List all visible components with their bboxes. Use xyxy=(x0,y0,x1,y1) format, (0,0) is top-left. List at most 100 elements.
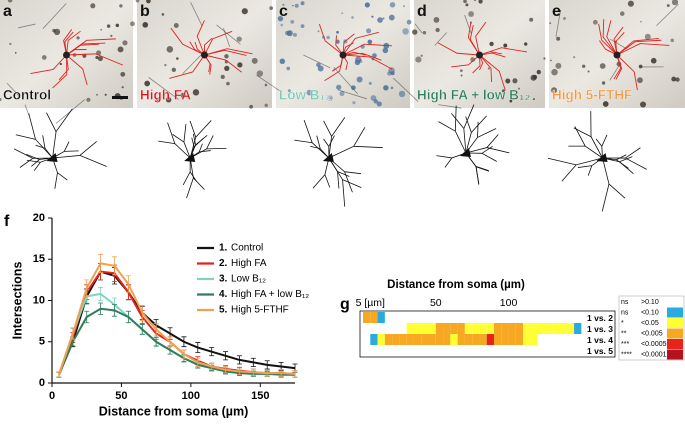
cell-stain xyxy=(555,62,562,69)
series-line xyxy=(58,270,296,376)
tracing xyxy=(616,37,659,56)
legend-p: <0.005 xyxy=(641,330,663,337)
cell-stain xyxy=(465,3,469,7)
cell-stain xyxy=(90,3,96,9)
neuron-tracing xyxy=(15,113,53,159)
cell-stain xyxy=(41,55,47,60)
cell-stain xyxy=(279,58,286,65)
legend-p: >0.10 xyxy=(641,299,659,306)
dendrite xyxy=(656,3,679,27)
neuron-tracing xyxy=(601,157,626,212)
cell-stain xyxy=(100,28,103,31)
neuron-tracing xyxy=(35,135,53,159)
cell-stain xyxy=(97,56,103,62)
cell-stain xyxy=(282,3,285,6)
cell-stain xyxy=(536,69,541,75)
cell-stain xyxy=(52,28,56,33)
heatmap-cell xyxy=(486,334,495,345)
cell-stain xyxy=(237,62,243,68)
heatmap-cell xyxy=(406,334,414,345)
soma xyxy=(476,51,483,59)
tracing xyxy=(479,54,492,83)
legend-label: Control xyxy=(231,243,263,254)
cell-stain xyxy=(435,27,440,33)
legend-p: <0.0005 xyxy=(641,341,667,348)
legend-swatch xyxy=(667,349,683,360)
heatmap-cell xyxy=(479,334,487,345)
legend-mark: ns xyxy=(621,309,629,316)
cell-stain xyxy=(420,54,423,57)
cell-stain xyxy=(650,57,657,64)
dendrite xyxy=(337,89,367,100)
neuron-tracing xyxy=(323,117,346,159)
heatmap-cell xyxy=(384,334,393,345)
neuron-tracing xyxy=(436,152,467,168)
legend-label: High 5-FTHF xyxy=(231,305,289,316)
cell-stain xyxy=(327,95,333,101)
cell-stain xyxy=(524,42,528,46)
heatmap-cell xyxy=(552,323,560,334)
panel-label: Control xyxy=(3,88,51,103)
tracing xyxy=(52,54,68,89)
tracing xyxy=(479,54,506,91)
neuron-tracing xyxy=(189,120,212,159)
legend-index: 2. xyxy=(219,258,228,269)
cell-stain xyxy=(0,97,2,101)
cell-stain xyxy=(106,24,111,28)
neuron-tracing xyxy=(52,157,68,189)
y-tick-label: 20 xyxy=(33,212,45,224)
panel-label: High FA xyxy=(140,88,191,103)
y-tick-label: 15 xyxy=(33,253,45,265)
cell-stain xyxy=(582,64,586,68)
heatmap-title: Distance from soma (µm) xyxy=(387,279,525,291)
cell-stain xyxy=(300,24,305,29)
micrograph-panel: b High FA xyxy=(135,0,273,109)
panel-letter: g xyxy=(340,296,350,313)
neuron-tracing xyxy=(465,145,497,162)
heatmap-cell xyxy=(494,334,502,345)
cell-stain xyxy=(388,14,395,21)
x-axis-label: Distance from soma (µm) xyxy=(99,404,249,418)
cell-stain xyxy=(549,22,552,25)
cell-stain xyxy=(422,31,427,35)
dendrite xyxy=(555,10,561,37)
cell-stain xyxy=(287,89,291,93)
heatmap-cell xyxy=(574,323,582,334)
legend-index: 5. xyxy=(219,305,228,316)
cell-stain xyxy=(388,67,395,74)
heatmap-cell xyxy=(472,323,480,334)
soma-tracing xyxy=(459,148,471,157)
cell-stain xyxy=(292,32,297,37)
heatmap-cell xyxy=(501,323,509,334)
cell-stain xyxy=(473,0,477,2)
cell-stain xyxy=(264,103,268,108)
soma-tracing xyxy=(596,153,608,162)
heatmap-cell xyxy=(363,312,371,323)
tracing xyxy=(189,41,205,56)
series-line xyxy=(58,307,295,376)
neuron-tracing xyxy=(568,126,603,159)
x-tick-label: 100 xyxy=(500,297,518,309)
panel-label: Low B₁₂ xyxy=(279,88,331,103)
soma-tracing xyxy=(46,153,58,162)
cell-stain xyxy=(402,5,405,8)
tracing xyxy=(475,21,487,56)
x-tick-label: 100 xyxy=(182,390,200,402)
neuron-tracing xyxy=(46,108,73,159)
heatmap-cell xyxy=(494,323,502,334)
heatmap-cell xyxy=(406,323,414,334)
cell-stain xyxy=(371,15,374,18)
cell-stain xyxy=(398,90,406,98)
dendrite xyxy=(610,38,627,50)
cell-stain xyxy=(415,56,422,63)
y-tick-label: 5 xyxy=(39,336,45,348)
cell-stain xyxy=(164,63,167,67)
heatmap-cell xyxy=(370,334,378,345)
heatmap-cell xyxy=(450,323,458,334)
cell-stain xyxy=(336,84,342,90)
tracing xyxy=(66,54,88,86)
heatmap-cell xyxy=(370,312,378,323)
cell-stain xyxy=(550,59,552,62)
neuron-tracing xyxy=(310,135,330,159)
